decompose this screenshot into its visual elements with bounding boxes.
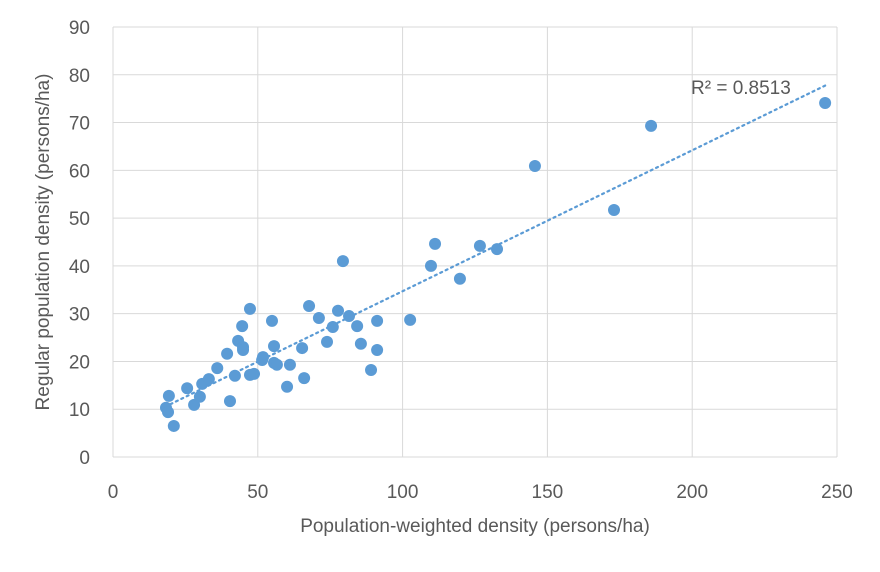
data-point — [270, 358, 283, 371]
x-tick-label: 100 — [387, 482, 419, 503]
data-point — [608, 203, 621, 216]
x-tick-label: 0 — [108, 482, 119, 503]
tick-labels: 0 10 20 30 40 50 60 70 80 90 0 50 100 150 200 250 — [69, 18, 853, 503]
data-point — [354, 337, 367, 350]
data-point — [281, 380, 294, 393]
data-point — [303, 300, 316, 313]
y-tick-label: 50 — [69, 209, 90, 230]
y-tick-label: 40 — [69, 257, 90, 278]
data-point — [221, 347, 234, 360]
y-tick-label: 30 — [69, 305, 90, 326]
data-point — [429, 237, 442, 250]
x-tick-label: 150 — [532, 482, 564, 503]
data-point — [819, 96, 832, 109]
data-point — [236, 320, 249, 333]
x-tick-label: 200 — [676, 482, 708, 503]
x-tick-label: 50 — [247, 482, 268, 503]
data-point — [645, 119, 658, 132]
data-point — [257, 351, 270, 364]
data-point — [312, 311, 325, 324]
data-point — [181, 382, 194, 395]
data-point — [202, 373, 215, 386]
data-point — [283, 358, 296, 371]
data-point — [528, 160, 541, 173]
data-point — [321, 335, 334, 348]
data-point — [351, 320, 364, 333]
x-axis-title: Population-weighted density (persons/ha) — [300, 516, 650, 537]
y-tick-label: 90 — [69, 18, 90, 39]
y-tick-label: 0 — [79, 448, 90, 469]
data-point — [336, 255, 349, 268]
y-tick-label: 60 — [69, 161, 90, 182]
data-point — [237, 343, 250, 356]
data-point — [371, 343, 384, 356]
data-point — [243, 302, 256, 315]
data-point — [162, 389, 175, 402]
y-axis-title: Regular population density (persons/ha) — [33, 74, 54, 411]
data-point — [365, 364, 378, 377]
data-point — [343, 310, 356, 323]
data-point — [326, 321, 339, 334]
y-tick-label: 80 — [69, 66, 90, 87]
data-point — [193, 390, 206, 403]
data-point — [211, 362, 224, 375]
x-tick-label: 250 — [821, 482, 853, 503]
y-tick-label: 70 — [69, 114, 90, 135]
data-point — [371, 314, 384, 327]
data-point — [453, 272, 466, 285]
data-point — [424, 259, 437, 272]
data-points — [159, 96, 832, 432]
data-point — [223, 395, 236, 408]
data-point — [298, 372, 311, 385]
y-tick-label: 20 — [69, 352, 90, 373]
data-point — [404, 313, 417, 326]
data-point — [265, 314, 278, 327]
data-point — [248, 367, 261, 380]
data-point — [167, 419, 180, 432]
data-point — [491, 243, 504, 256]
data-point — [162, 406, 175, 419]
data-point — [296, 342, 309, 355]
data-point — [228, 369, 241, 382]
r-squared-label: R² = 0.8513 — [691, 78, 791, 99]
data-point — [332, 304, 345, 317]
y-tick-label: 10 — [69, 400, 90, 421]
gridlines — [112, 26, 838, 458]
data-point — [473, 239, 486, 252]
data-point — [268, 340, 281, 353]
